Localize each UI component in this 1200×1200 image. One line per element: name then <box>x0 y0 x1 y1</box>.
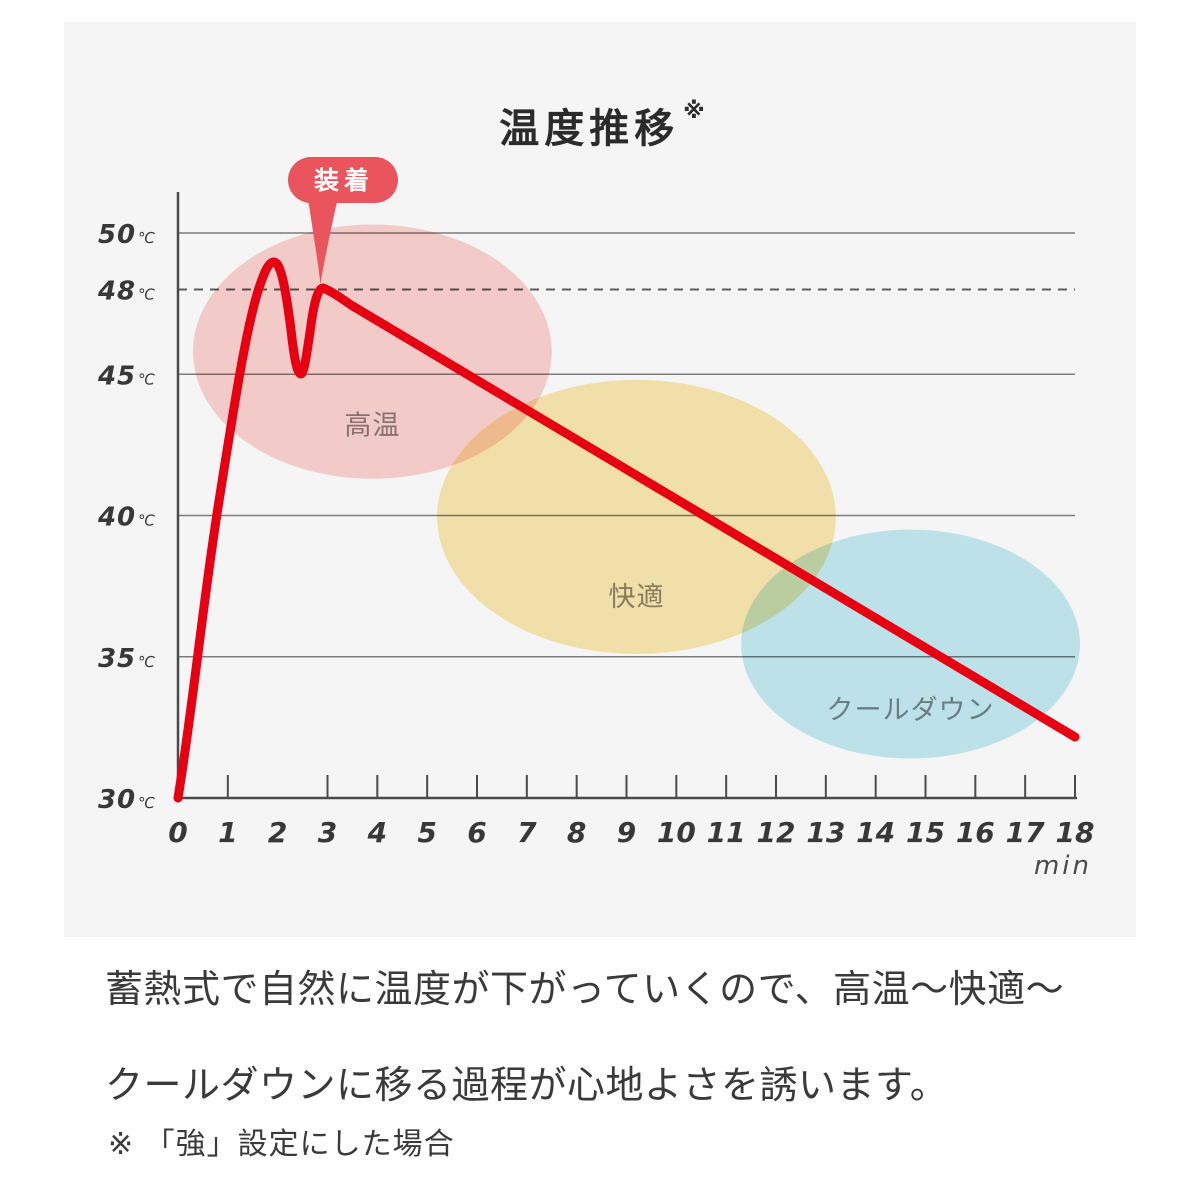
y-axis-labels: 50 ℃ 48 ℃ 45 ℃ 40 ℃ 35 ℃ 30 ℃ <box>97 220 156 815</box>
badge-tail <box>308 198 338 284</box>
x-axis-label-17: 17 <box>1006 816 1045 849</box>
zone-ellipse-1 <box>437 379 836 654</box>
chart-title-note-mark: ※ <box>683 98 705 124</box>
badge-label: 装着 <box>314 166 374 195</box>
x-axis-label-12: 12 <box>757 816 796 849</box>
y-axis-label-35: 35 ℃ <box>98 644 156 674</box>
description-line-2: クールダウンに移る過程が心地よさを誘います。 <box>105 1063 949 1107</box>
zone-label-2: クールダウン <box>827 695 995 726</box>
zone-label-0: 高温 <box>344 410 400 441</box>
x-axis-label-15: 15 <box>906 816 945 849</box>
zone-label-1: 快適 <box>608 582 664 613</box>
x-axis-label-16: 16 <box>956 816 995 849</box>
y-axis-label-50: 50 ℃ <box>98 220 156 250</box>
description-note: ※ 「強」設定にした場合 <box>108 1127 455 1162</box>
attach-badge: 装着 <box>288 157 398 284</box>
x-axis-label-0: 0 <box>168 816 187 849</box>
x-axis-label-18: 18 <box>1056 816 1095 849</box>
x-axis-label-7: 7 <box>517 816 537 849</box>
x-axis-label-3: 3 <box>318 816 337 849</box>
x-axis-label-10: 10 <box>657 816 696 849</box>
x-axis-label-1: 1 <box>218 816 237 849</box>
x-axis-labels: 0 1 2 3 4 5 6 7 8 9 10 11 12 13 14 15 16 17 18 <box>168 816 1094 849</box>
axes <box>176 192 1077 800</box>
description-line-1: 蓄熱式で自然に温度が下がっていくので、高温〜快適〜 <box>105 967 1065 1011</box>
x-axis-ticks <box>226 775 1076 797</box>
x-axis-label-6: 6 <box>467 816 486 849</box>
chart-title-text: 温度推移 <box>499 106 680 152</box>
badge-pill <box>288 157 398 203</box>
x-axis-label-2: 2 <box>268 816 287 849</box>
temperature-curve <box>173 257 1080 803</box>
chart-title: 温度推移 ※ <box>64 96 1136 154</box>
x-axis-label-9: 9 <box>617 816 636 849</box>
x-axis-label-14: 14 <box>856 816 895 849</box>
y-axis-label-40: 40 ℃ <box>97 503 156 533</box>
x-axis-unit-label: min <box>1034 851 1092 881</box>
y-axis-label-45: 45 ℃ <box>97 361 156 391</box>
y-axis-label-30: 30 ℃ <box>98 785 156 815</box>
x-axis-label-4: 4 <box>367 816 387 849</box>
x-axis-label-5: 5 <box>417 816 436 849</box>
y-axis-label-48: 48 ℃ <box>97 277 156 307</box>
x-axis-label-8: 8 <box>567 816 586 849</box>
x-axis-label-11: 11 <box>707 816 746 849</box>
x-axis-label-13: 13 <box>806 816 845 849</box>
